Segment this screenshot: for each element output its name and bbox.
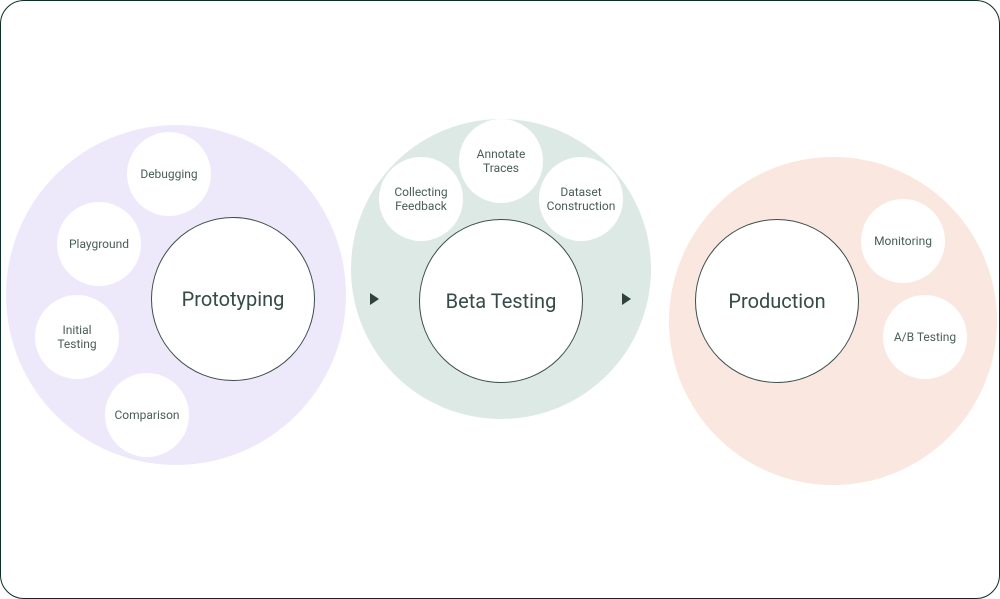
satellite-ab-testing: A/B Testing	[883, 295, 967, 379]
satellite-monitoring: Monitoring	[861, 199, 945, 283]
satellite-dataset-construction-label: Dataset Construction	[547, 185, 616, 214]
satellite-monitoring-label: Monitoring	[874, 234, 932, 248]
arrow-1-icon	[369, 292, 381, 306]
satellite-initial-testing: Initial Testing	[35, 295, 119, 379]
stage-production-label: Production	[728, 289, 825, 313]
satellite-comparison: Comparison	[105, 373, 189, 457]
satellite-dataset-construction: Dataset Construction	[539, 157, 623, 241]
satellite-annotate-traces: Annotate Traces	[459, 119, 543, 203]
stage-beta-testing-core: Beta Testing	[419, 219, 583, 383]
satellite-collecting-feedback-label: Collecting Feedback	[394, 185, 447, 214]
stage-production-core: Production	[695, 219, 859, 383]
satellite-playground-label: Playground	[69, 237, 129, 251]
arrow-2-icon	[621, 292, 633, 306]
stage-prototyping-label: Prototyping	[182, 287, 285, 311]
satellite-playground: Playground	[57, 202, 141, 286]
satellite-collecting-feedback: Collecting Feedback	[379, 157, 463, 241]
diagram-frame: Debugging Playground Initial Testing Compar…	[0, 0, 1000, 599]
satellite-debugging: Debugging	[127, 132, 211, 216]
stage-beta-testing-label: Beta Testing	[446, 289, 557, 313]
satellite-initial-testing-label: Initial Testing	[57, 323, 96, 352]
satellite-comparison-label: Comparison	[114, 408, 179, 422]
satellite-debugging-label: Debugging	[140, 167, 197, 181]
satellite-annotate-traces-label: Annotate Traces	[477, 147, 526, 176]
stage-prototyping-core: Prototyping	[151, 217, 315, 381]
satellite-ab-testing-label: A/B Testing	[894, 330, 956, 344]
